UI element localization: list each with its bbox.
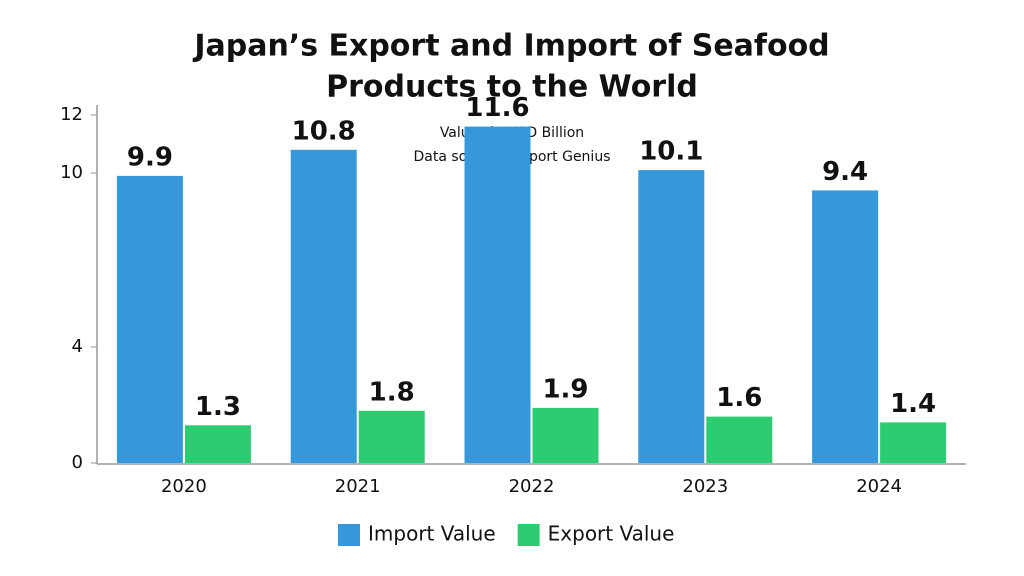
bar — [880, 422, 947, 463]
bar — [184, 425, 251, 463]
x-tick-label: 2022 — [509, 476, 555, 497]
y-tick-label: 12 — [60, 104, 83, 125]
legend-label: Import Value — [368, 522, 496, 546]
x-tick-label: 2021 — [335, 476, 381, 497]
y-tick-label: 0 — [72, 452, 83, 473]
data-label: 1.8 — [369, 377, 415, 407]
legend-label: Export Value — [548, 522, 675, 546]
legend-swatch — [517, 524, 540, 546]
data-label: 1.6 — [716, 383, 762, 413]
bar — [706, 416, 773, 463]
x-tick-label: 2020 — [161, 476, 207, 497]
data-label: 10.8 — [292, 116, 356, 146]
data-label: 1.9 — [542, 374, 588, 404]
data-label: 1.3 — [195, 392, 241, 422]
bar — [290, 149, 357, 464]
y-tick-label: 4 — [72, 336, 83, 357]
data-label: 11.6 — [465, 93, 529, 123]
bar — [638, 170, 705, 463]
data-label: 10.1 — [639, 137, 703, 167]
bar — [532, 407, 599, 463]
x-tick-label: 2024 — [856, 476, 902, 497]
bar — [358, 410, 425, 463]
bar — [464, 126, 531, 463]
y-tick-label: 10 — [60, 162, 83, 183]
data-label: 9.4 — [822, 157, 868, 187]
data-label: 1.4 — [890, 389, 936, 419]
chart-title: Japan’s Export and Import of Seafood — [192, 29, 829, 64]
bar — [116, 175, 183, 463]
chart-title: Products to the World — [326, 70, 698, 105]
legend-swatch — [338, 524, 360, 546]
bar — [812, 190, 879, 463]
data-label: 9.9 — [127, 142, 173, 172]
x-tick-label: 2023 — [682, 476, 728, 497]
